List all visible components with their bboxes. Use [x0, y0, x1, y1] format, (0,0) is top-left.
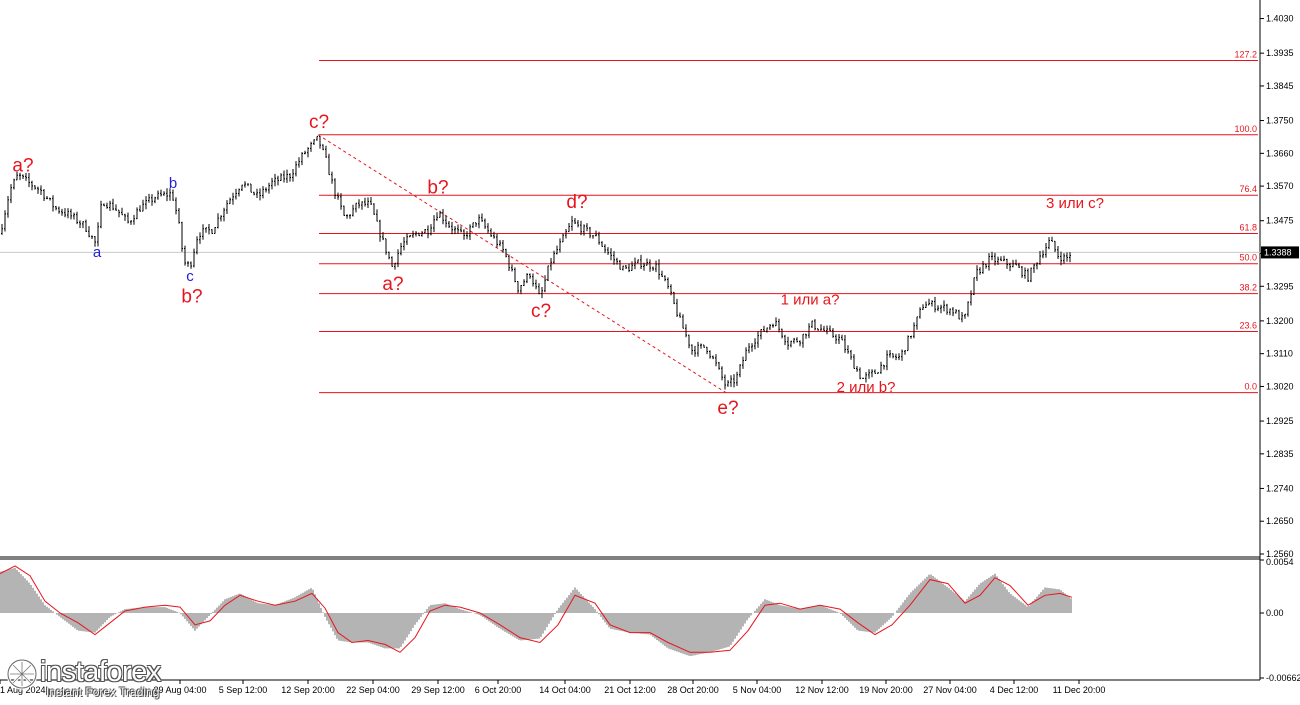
price-tick-label: 1.2835: [1266, 449, 1294, 459]
wave-label: d?: [566, 192, 587, 213]
time-axis: 1 Aug 2024 29 Aug 04:00 5 Sep 12:00 12 Sep …: [0, 680, 1105, 695]
fib-level-label: 23.6: [1239, 320, 1257, 330]
fibonacci-levels: 127.2 100.0 76.4 61.8 50.0 38.2 23.6 0.0: [319, 49, 1258, 394]
price-tick-label: 1.3935: [1266, 48, 1294, 58]
wave-trendline: [317, 134, 727, 394]
time-tick-label: 5 Nov 04:00: [733, 685, 782, 695]
current-price-box: [1261, 246, 1299, 259]
price-tick-label: 1.2560: [1266, 549, 1294, 559]
macd-tick-label: 0.00: [1266, 608, 1284, 618]
wave-label: c?: [309, 112, 329, 133]
macd-signal-line: [0, 565, 1073, 653]
time-tick-label: 22 Sep 04:00: [346, 685, 400, 695]
macd-tick-label: -0.00662: [1266, 673, 1300, 683]
wave-labels: a? a b c b? c? b? a? d? c? e? 1 или a? 2 или b? 3 или…: [12, 112, 1104, 419]
time-tick-label: 5 Sep 12:00: [219, 685, 268, 695]
wave-label: b?: [427, 177, 448, 198]
fib-level-label: 127.2: [1234, 49, 1257, 59]
price-tick-label: 1.3475: [1266, 216, 1294, 226]
time-tick-label: 21 Oct 12:00: [604, 685, 656, 695]
trendline-group: [317, 134, 727, 394]
price-tick-label: 1.3660: [1266, 148, 1294, 158]
price-tick-label: 1.4030: [1266, 14, 1294, 24]
logo-brand-text: instaforex: [40, 656, 161, 688]
fib-level-label: 76.4: [1239, 184, 1257, 194]
time-tick-label: 27 Nov 04:00: [923, 685, 977, 695]
price-tick-label: 1.3295: [1266, 281, 1294, 291]
price-tick-label: 1.3750: [1266, 116, 1294, 126]
macd-indicator: 0.0054 0.00 -0.00662: [0, 557, 1300, 683]
price-tick-label: 1.2925: [1266, 416, 1294, 426]
price-tick-label: 1.3200: [1266, 316, 1294, 326]
time-tick-label: 29 Sep 12:00: [411, 685, 465, 695]
wave-label: 2 или b?: [837, 379, 896, 396]
time-tick-label: 11 Dec 20:00: [1053, 685, 1106, 695]
time-tick-label: 19 Nov 20:00: [859, 685, 913, 695]
price-tick-label: 1.3570: [1266, 181, 1294, 191]
time-tick-label: 29 Aug 04:00: [153, 685, 206, 695]
wave-label: b?: [181, 287, 202, 308]
time-tick-label: 1 Aug 2024: [0, 685, 46, 695]
instaforex-logo: instaforex Instant Forex Trading: [2, 654, 182, 700]
fib-level-label: 61.8: [1239, 222, 1257, 232]
wave-label: 1 или a?: [781, 291, 840, 308]
wave-label: a: [93, 244, 102, 261]
wave-label: c: [186, 268, 194, 285]
macd-tick-label: 0.0054: [1266, 557, 1294, 567]
macd-histogram: [0, 567, 1072, 656]
fib-level-label: 100.0: [1234, 124, 1257, 134]
time-tick-label: 6 Oct 20:00: [475, 685, 522, 695]
fib-level-label: 0.0: [1244, 382, 1257, 392]
price-bars: [1, 135, 1071, 390]
fib-level-label: 50.0: [1239, 253, 1257, 263]
wave-label: c?: [531, 301, 551, 322]
time-tick-label: 4 Dec 12:00: [990, 685, 1039, 695]
instaforex-logo-icon: [6, 658, 38, 690]
ohlc-bars: [1, 135, 1071, 390]
wave-label: 3 или c?: [1046, 195, 1104, 212]
wave-label: b: [169, 175, 177, 192]
fib-level-label: 38.2: [1239, 283, 1257, 293]
wave-label: a?: [12, 156, 33, 177]
price-tick-label: 1.3845: [1266, 81, 1294, 91]
wave-label: e?: [717, 398, 738, 419]
time-tick-label: 12 Nov 12:00: [795, 685, 849, 695]
wave-label: a?: [382, 274, 403, 295]
price-tick-label: 1.2740: [1266, 483, 1294, 493]
time-tick-label: 12 Sep 20:00: [281, 685, 335, 695]
price-tick-label: 1.3020: [1266, 381, 1294, 391]
price-tick-label: 1.2650: [1266, 516, 1294, 526]
time-tick-label: 14 Oct 04:00: [539, 685, 591, 695]
current-price-label: 1.3388: [1264, 247, 1292, 257]
price-tick-label: 1.3110: [1266, 349, 1293, 359]
time-tick-label: 28 Oct 20:00: [667, 685, 719, 695]
price-axis: 1.4030 1.3935 1.3845 1.3750 1.3660 1.3570 1.34…: [1260, 14, 1299, 559]
chart-frame: [0, 0, 1261, 681]
logo-tagline: Instant Forex Trading: [46, 685, 160, 699]
